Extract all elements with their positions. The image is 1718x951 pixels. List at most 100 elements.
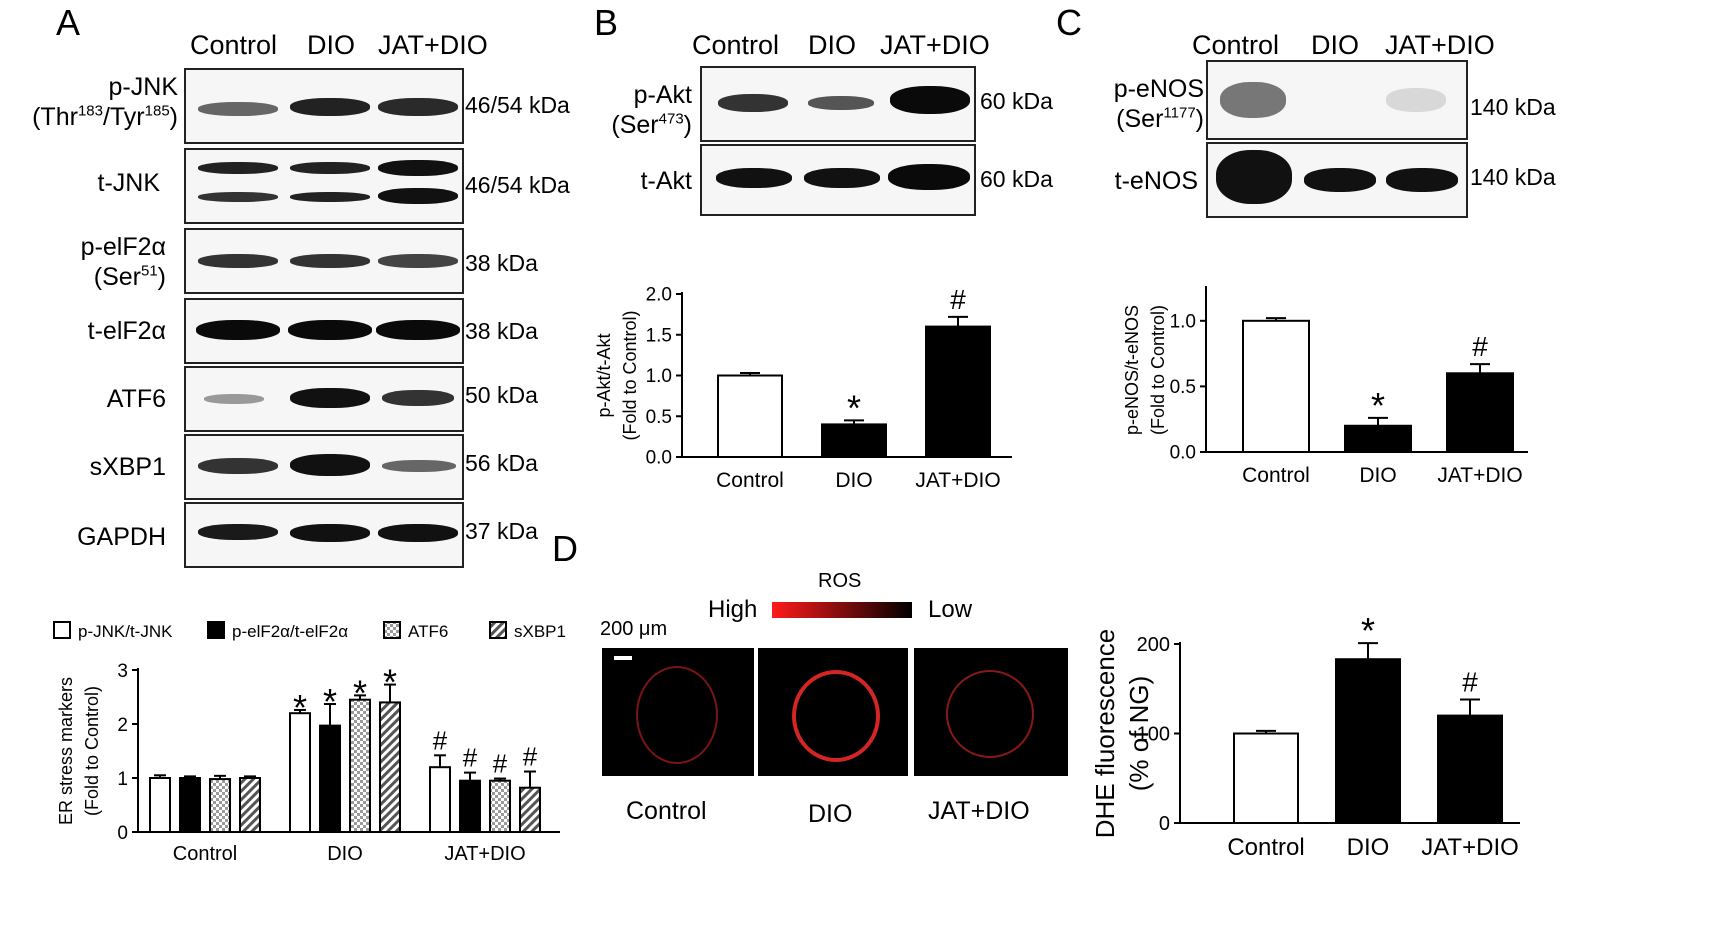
kda-sxbp1: 56 kDa [465, 450, 538, 476]
y-axis-label: (Fold to Control) [620, 310, 640, 440]
bar [179, 777, 201, 833]
y-tick-label: 2.0 [646, 285, 672, 306]
bar [209, 778, 231, 833]
er-chart: p-JNK/t-JNK p-elF2α/t-elF2α ATF6 sXBP1 0 1 2 3 E… [53, 621, 566, 865]
panel-a-lane-dio: DIO [307, 30, 356, 60]
kda-p-akt: 60 kDa [980, 88, 1053, 114]
y-tick-label: 1 [117, 769, 128, 790]
kda-p-enos: 140 kDa [1470, 94, 1556, 120]
label-p-jnk: p-JNK (Thr183/Tyr185) [32, 73, 178, 131]
significance-mark: * [293, 687, 307, 728]
y-tick-label: 100 [1137, 724, 1170, 746]
panel-c-lane-jatdio: JAT+DIO [1385, 30, 1495, 60]
category-label: JAT+DIO [1437, 464, 1522, 487]
blot-t-enos [1206, 142, 1468, 218]
y-tick-label: 0.0 [1170, 443, 1196, 464]
significance-mark: * [383, 662, 397, 703]
y-axis-label: DHE fluorescence [1090, 629, 1120, 839]
dhe-image-label-control: Control [626, 797, 707, 825]
significance-mark: * [353, 672, 367, 713]
label-gapdh: GAPDH [77, 523, 166, 551]
y-tick-label: 0 [1159, 813, 1170, 835]
y-tick-label: 1.0 [646, 366, 672, 387]
panel-b-lane-control: Control [692, 30, 780, 60]
category-label: DIO [835, 469, 872, 492]
panel-c-lane-control: Control [1192, 30, 1280, 60]
legend-label: sXBP1 [514, 622, 566, 641]
ros-high-label: High [708, 596, 758, 623]
dhe-image-dio [758, 648, 908, 776]
kda-t-jnk: 46/54 kDa [465, 172, 570, 198]
panel-b-lane-dio: DIO [808, 30, 857, 60]
panel-b-lane-jatdio: JAT+DIO [880, 30, 990, 60]
y-axis-label: ER stress markers [56, 677, 76, 825]
bar [1446, 372, 1514, 453]
bar [459, 779, 481, 833]
panel-a-letter: A [56, 2, 81, 43]
y-axis-label: p-Akt/t-Akt [594, 333, 614, 417]
bar [379, 701, 401, 834]
panel-a-lane-jatdio: JAT+DIO [378, 30, 488, 60]
bar [1335, 658, 1401, 824]
bar [925, 325, 991, 458]
panel-a-lane-control: Control [190, 30, 278, 60]
ros-low-label: Low [928, 596, 973, 623]
blot-t-akt [700, 144, 976, 216]
bar [489, 779, 511, 833]
label-p-eif2a: p-elF2α (Ser51) [80, 233, 166, 291]
y-tick-label: 1.0 [1170, 311, 1196, 332]
bar [821, 423, 887, 458]
legend-swatch [489, 621, 507, 639]
bar [149, 777, 171, 833]
bar [1233, 732, 1299, 824]
blot-sxbp1 [184, 434, 464, 500]
significance-mark: # [1472, 331, 1488, 362]
label-sxbp1: sXBP1 [89, 453, 166, 481]
legend-label: p-JNK/t-JNK [78, 622, 173, 641]
blot-t-jnk [184, 148, 464, 224]
bar [1242, 319, 1310, 453]
kda-t-akt: 60 kDa [980, 166, 1053, 192]
category-label: DIO [1347, 834, 1390, 861]
y-axis-label: (Fold to Control) [1148, 305, 1168, 435]
significance-mark: # [493, 749, 508, 779]
category-label: JAT+DIO [444, 843, 525, 865]
kda-gapdh: 37 kDa [465, 518, 538, 544]
y-axis-label: (Fold to Control) [82, 686, 102, 816]
bar [349, 698, 371, 833]
category-label: Control [173, 843, 237, 865]
kda-t-enos: 140 kDa [1470, 164, 1556, 190]
legend-swatch [383, 621, 401, 639]
akt-chart: 0.0 0.5 1.0 1.5 2.0 p-Akt/t-Akt (Fold to Contr… [594, 284, 1012, 492]
bar [519, 786, 541, 833]
label-p-akt: p-Akt (Ser473) [611, 81, 692, 139]
significance-mark: * [1371, 385, 1385, 426]
kda-p-eif2a: 38 kDa [465, 250, 538, 276]
bar [1344, 424, 1412, 453]
category-label: Control [716, 469, 784, 492]
y-tick-label: 0.5 [646, 407, 672, 428]
bar [239, 777, 261, 833]
panel-c-lane-dio: DIO [1311, 30, 1360, 60]
panel-c-letter: C [1056, 2, 1082, 43]
significance-mark: * [847, 387, 861, 428]
dhe-image-control [602, 648, 754, 776]
significance-mark: * [1361, 610, 1375, 651]
blot-p-eif2a [184, 228, 464, 294]
significance-mark: # [950, 284, 966, 315]
label-t-eif2a: t-elF2α [87, 317, 166, 345]
dhe-image-label-dio: DIO [808, 800, 853, 828]
kda-t-eif2a: 38 kDa [465, 318, 538, 344]
blot-atf6 [184, 366, 464, 432]
significance-mark: # [1462, 666, 1478, 697]
significance-mark: * [323, 681, 337, 722]
kda-p-jnk: 46/54 kDa [465, 92, 570, 118]
label-t-enos: t-eNOS [1114, 167, 1198, 195]
blot-t-eif2a [184, 298, 464, 364]
legend-label: ATF6 [408, 622, 448, 641]
bar [717, 374, 783, 458]
significance-mark: # [433, 725, 448, 755]
bar [429, 766, 451, 833]
bar [319, 724, 341, 833]
bar [289, 712, 311, 833]
